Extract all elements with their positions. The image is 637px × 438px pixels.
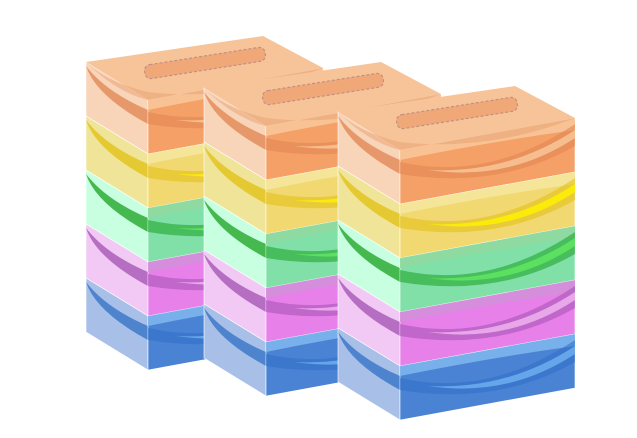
stack-front: [337, 85, 576, 421]
